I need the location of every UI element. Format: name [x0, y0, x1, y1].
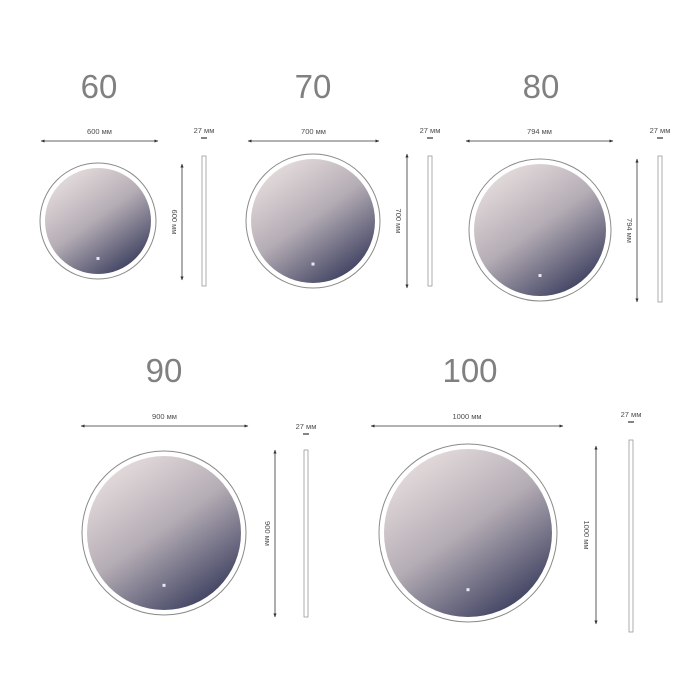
width-label: 1000 мм [452, 412, 481, 421]
mirror-glass [87, 456, 241, 610]
side-profile [303, 449, 309, 618]
mirror-90: 90 900 мм 900 мм 27 мм [80, 352, 317, 618]
size-title: 70 [295, 68, 332, 105]
width-label: 700 мм [301, 127, 326, 136]
depth-label: 27 мм [296, 422, 317, 431]
width-label: 600 мм [87, 127, 112, 136]
height-label: 700 мм [394, 209, 403, 234]
touch-sensor-icon [96, 256, 100, 260]
side-profile [657, 155, 663, 303]
depth-label: 27 мм [420, 126, 441, 135]
mirror-glass [384, 449, 552, 617]
width-label: 900 мм [152, 412, 177, 421]
mirror-glass [45, 168, 151, 274]
mirror-70: 70 700 мм 700 мм 27 мм [245, 68, 441, 289]
depth-label: 27 мм [621, 410, 642, 419]
side-profile [628, 439, 634, 633]
touch-sensor-icon [162, 583, 166, 587]
mirror-100: 100 1000 мм 1000 мм 27 мм [370, 352, 642, 633]
height-label: 900 мм [263, 521, 272, 546]
touch-sensor-icon [466, 588, 470, 592]
depth-label: 27 мм [194, 126, 215, 135]
side-profile [201, 155, 207, 287]
size-title: 90 [146, 352, 183, 389]
width-label: 794 мм [527, 127, 552, 136]
mirror-60: 60 600 мм 600 мм 27 мм [39, 68, 215, 287]
depth-label: 27 мм [650, 126, 671, 135]
height-label: 1000 мм [582, 520, 591, 549]
mirror-glass [251, 159, 375, 283]
size-title: 80 [523, 68, 560, 105]
mirror-80: 80 794 мм 794 мм 27 мм [465, 68, 671, 303]
mirror-glass [474, 164, 606, 296]
height-label: 794 мм [625, 218, 634, 243]
size-title: 100 [442, 352, 497, 389]
size-title: 60 [81, 68, 118, 105]
side-profile [427, 155, 433, 287]
touch-sensor-icon [538, 274, 542, 278]
height-label: 600 мм [170, 210, 179, 235]
touch-sensor-icon [311, 262, 315, 266]
